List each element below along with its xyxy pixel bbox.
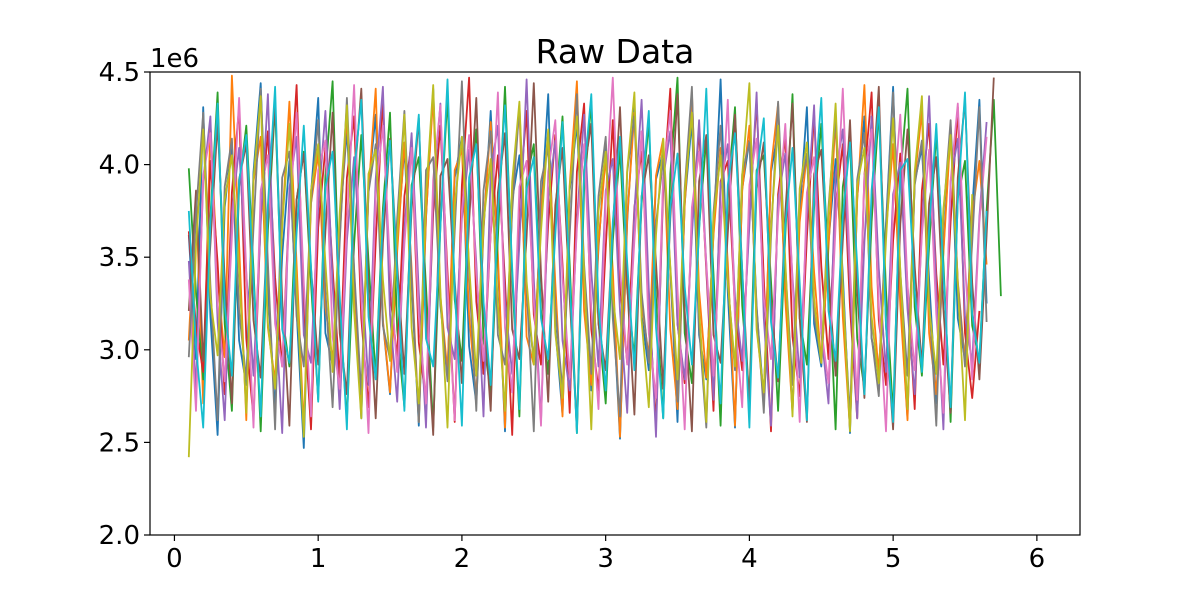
series-layer bbox=[189, 76, 1001, 458]
x-tick-label: 2 bbox=[454, 544, 471, 574]
x-tick-label: 5 bbox=[885, 544, 902, 574]
y-axis: 2.0 2.5 3.0 3.5 4.0 4.5 bbox=[99, 58, 150, 551]
y-tick-label: 4.0 bbox=[99, 151, 140, 181]
y-axis-offset-label: 1e6 bbox=[150, 44, 199, 74]
x-tick-label: 1 bbox=[310, 544, 327, 574]
x-tick-label: 3 bbox=[597, 544, 614, 574]
x-axis: 0 1 2 3 4 5 6 bbox=[166, 535, 1045, 574]
y-tick-label: 2.5 bbox=[99, 428, 140, 458]
x-tick-label: 6 bbox=[1029, 544, 1046, 574]
y-tick-label: 4.5 bbox=[99, 58, 140, 88]
x-tick-label: 0 bbox=[166, 544, 183, 574]
y-tick-label: 3.0 bbox=[99, 336, 140, 366]
chart-title: Raw Data bbox=[536, 32, 695, 71]
y-tick-label: 3.5 bbox=[99, 243, 140, 273]
y-tick-label: 2.0 bbox=[99, 521, 140, 551]
x-tick-label: 4 bbox=[741, 544, 758, 574]
